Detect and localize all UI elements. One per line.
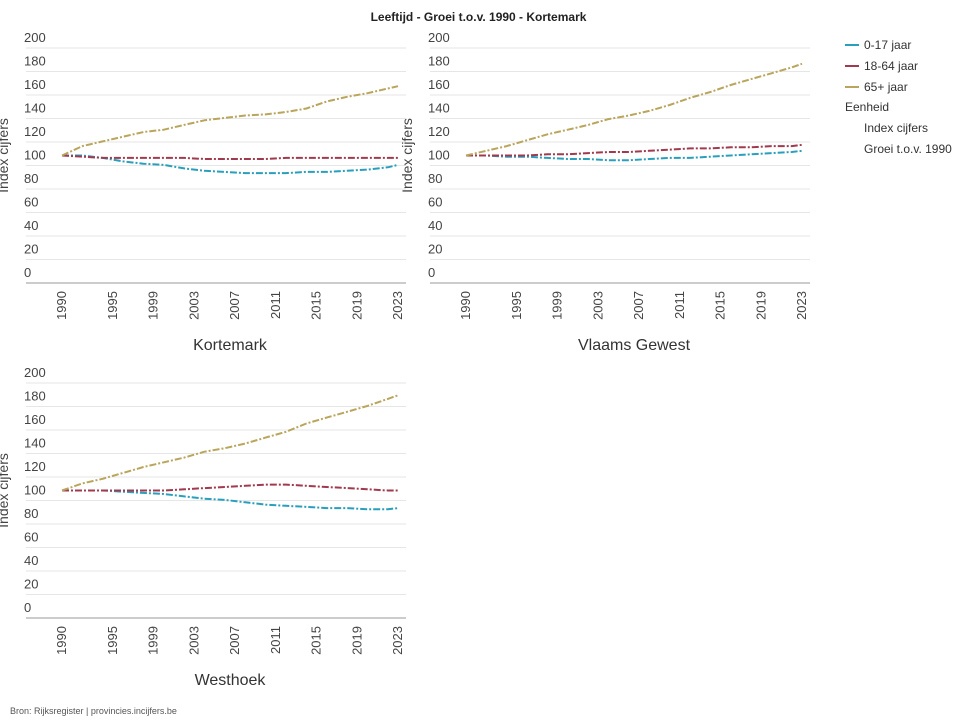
y-tick-label-westhoek-160: 160: [24, 412, 46, 427]
series-line-kortemark-65-jaar: [61, 85, 399, 157]
y-tick-label-westhoek-120: 120: [24, 459, 46, 474]
y-tick-label-kortemark-180: 180: [24, 54, 46, 69]
x-tick-label-westhoek-2003: 2003: [186, 626, 201, 655]
y-tick-label-westhoek-200: 200: [24, 365, 46, 380]
legend-item-0-17[interactable]: 0-17 jaar: [845, 34, 952, 55]
series-line-westhoek-0-17-jaar: [62, 489, 399, 511]
x-tick-label-westhoek-1995: 1995: [105, 626, 120, 655]
y-tick-label-kortemark-100: 100: [24, 148, 46, 163]
y-tick-label-kortemark-80: 80: [24, 171, 38, 186]
x-tick-label-vlaams-gewest-2019: 2019: [753, 291, 768, 320]
x-tick-label-vlaams-gewest-2011: 2011: [672, 291, 687, 319]
x-tick-label-kortemark-2003: 2003: [186, 291, 201, 320]
x-tick-label-kortemark-1995: 1995: [105, 291, 120, 320]
x-tick-label-westhoek-2011: 2011: [268, 626, 283, 654]
panel-westhoek: 0 20 40 60 80 100 120 140 160 180 200 Index cijfers…: [0, 365, 406, 689]
panel-vlaams-gewest: 0 20 40 60 80 100 120 140 160 180 200 Index cijfers…: [399, 30, 810, 354]
x-tick-label-vlaams-gewest-1990: 1990: [458, 291, 473, 320]
y-tick-label-westhoek-40: 40: [24, 553, 38, 568]
x-tick-label-vlaams-gewest-2007: 2007: [631, 291, 646, 320]
panel-kortemark: 0 20 40 60 80 100 120 140 160 180 200 Index cijfers…: [0, 30, 406, 354]
legend-swatch-0-17: [845, 43, 859, 46]
y-tick-label-westhoek-140: 140: [24, 436, 46, 451]
legend-swatch-65plus: [845, 85, 859, 88]
chart-title: Leeftijd - Groei t.o.v. 1990 - Kortemark: [370, 10, 587, 24]
panel-title-vlaams-gewest: Vlaams Gewest: [578, 337, 691, 354]
x-tick-label-kortemark-2019: 2019: [349, 291, 364, 320]
y-tick-label-kortemark-160: 160: [24, 77, 46, 92]
x-tick-label-kortemark-2007: 2007: [227, 291, 242, 320]
y-tick-label-vlaams-gewest-140: 140: [428, 101, 450, 116]
y-tick-label-kortemark-20: 20: [24, 242, 38, 257]
y-axis-label-westhoek: Index cijfers: [0, 453, 11, 528]
x-tick-label-westhoek-2015: 2015: [309, 626, 324, 655]
series-line-westhoek-65-jaar: [61, 394, 399, 492]
legend: 0-17 jaar 18-64 jaar 65+ jaar Eenheid In…: [845, 34, 952, 160]
legend-label-65plus: 65+ jaar: [864, 79, 908, 94]
panel-title-kortemark: Kortemark: [193, 337, 268, 354]
x-tick-label-kortemark-1990: 1990: [54, 291, 69, 320]
x-tick-label-westhoek-1999: 1999: [146, 626, 161, 655]
x-tick-label-vlaams-gewest-2023: 2023: [794, 291, 809, 320]
source-note: Bron: Rijksregister | provincies.incijfe…: [10, 706, 177, 716]
series-line-vlaams-gewest-18-64-jaar: [466, 143, 803, 157]
y-tick-label-westhoek-20: 20: [24, 577, 38, 592]
x-tick-label-westhoek-2023: 2023: [390, 626, 405, 655]
unit-option-groei[interactable]: Groei t.o.v. 1990: [864, 142, 952, 156]
series-line-westhoek-18-64-jaar: [62, 483, 398, 492]
y-axis-label-kortemark: Index cijfers: [0, 118, 11, 193]
x-tick-label-kortemark-2015: 2015: [309, 291, 324, 320]
series-line-vlaams-gewest-0-17-jaar: [466, 149, 803, 162]
y-tick-label-westhoek-180: 180: [24, 389, 46, 404]
y-tick-label-westhoek-60: 60: [24, 530, 38, 545]
y-tick-label-kortemark-60: 60: [24, 195, 38, 210]
x-tick-label-kortemark-2011: 2011: [268, 291, 283, 319]
legend-item-18-64[interactable]: 18-64 jaar: [845, 55, 952, 76]
y-axis-label-vlaams-gewest: Index cijfers: [399, 118, 415, 193]
y-tick-label-vlaams-gewest-200: 200: [428, 30, 450, 45]
x-tick-label-vlaams-gewest-1999: 1999: [550, 291, 565, 320]
y-tick-label-kortemark-120: 120: [24, 124, 46, 139]
x-tick-label-vlaams-gewest-1995: 1995: [509, 291, 524, 320]
y-tick-label-westhoek-0: 0: [24, 600, 31, 615]
series-line-vlaams-gewest-65-jaar: [465, 62, 803, 157]
legend-swatch-18-64: [845, 64, 859, 67]
legend-label-0-17: 0-17 jaar: [864, 37, 912, 52]
legend-item-65plus[interactable]: 65+ jaar: [845, 76, 952, 97]
y-tick-label-kortemark-0: 0: [24, 265, 31, 280]
x-tick-label-kortemark-1999: 1999: [146, 291, 161, 320]
y-tick-label-westhoek-100: 100: [24, 483, 46, 498]
y-tick-label-vlaams-gewest-80: 80: [428, 171, 442, 186]
y-tick-label-vlaams-gewest-100: 100: [428, 148, 450, 163]
x-tick-label-vlaams-gewest-2003: 2003: [590, 291, 605, 320]
y-tick-label-vlaams-gewest-0: 0: [428, 265, 435, 280]
y-tick-label-westhoek-80: 80: [24, 506, 38, 521]
y-tick-label-vlaams-gewest-40: 40: [428, 218, 442, 233]
unit-heading: Eenheid: [845, 100, 890, 114]
x-tick-label-westhoek-1990: 1990: [54, 626, 69, 655]
series-line-kortemark-0-17-jaar: [62, 154, 399, 175]
y-tick-label-kortemark-40: 40: [24, 218, 38, 233]
y-tick-label-vlaams-gewest-160: 160: [428, 77, 450, 92]
y-tick-label-vlaams-gewest-120: 120: [428, 124, 450, 139]
x-tick-label-kortemark-2023: 2023: [390, 291, 405, 320]
x-tick-label-westhoek-2007: 2007: [227, 626, 242, 655]
series-line-kortemark-18-64-jaar: [61, 154, 398, 160]
y-tick-label-vlaams-gewest-180: 180: [428, 54, 450, 69]
y-tick-label-kortemark-140: 140: [24, 101, 46, 116]
legend-label-18-64: 18-64 jaar: [864, 58, 919, 73]
x-tick-label-vlaams-gewest-2015: 2015: [713, 291, 728, 320]
unit-option-index[interactable]: Index cijfers: [864, 121, 929, 135]
x-tick-label-westhoek-2019: 2019: [349, 626, 364, 655]
panel-title-westhoek: Westhoek: [195, 672, 267, 689]
y-tick-label-vlaams-gewest-60: 60: [428, 195, 442, 210]
y-tick-label-vlaams-gewest-20: 20: [428, 242, 442, 257]
y-tick-label-kortemark-200: 200: [24, 30, 46, 45]
